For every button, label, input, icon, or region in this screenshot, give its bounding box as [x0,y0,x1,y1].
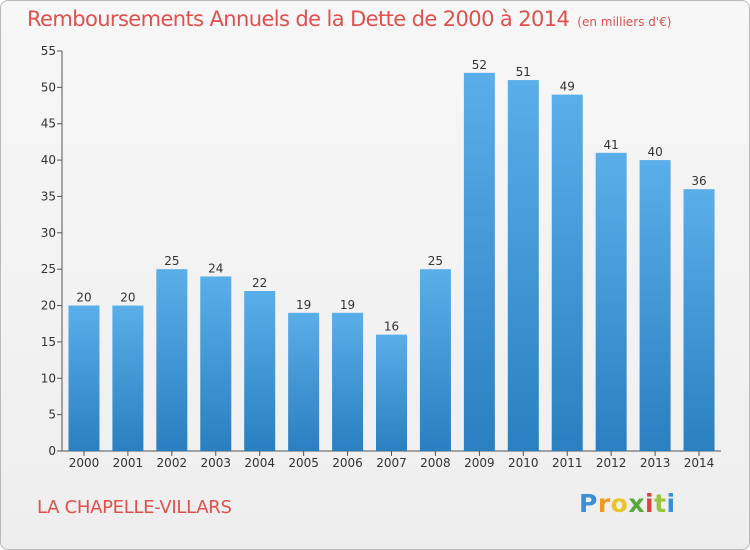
x-tick-label: 2007 [376,456,407,470]
bar [639,160,671,451]
x-tick-label: 2005 [288,456,319,470]
x-tick-label: 2004 [244,456,275,470]
location-name: LA CHAPELLE-VILLARS [37,497,232,518]
x-tick-label: 2008 [420,456,451,470]
x-tick-label: 2010 [508,456,539,470]
x-tick-label: 2014 [684,456,715,470]
y-tick-label: 20 [41,299,56,313]
value-label: 40 [647,145,662,159]
bar [419,269,451,451]
y-tick-label: 15 [41,335,56,349]
y-tick-label: 5 [48,408,56,422]
value-label: 25 [428,254,443,268]
chart-labels: 0 5 10 15 20 25 30 35 40 45 50 55 2000 20 2001 20 2002 25… [41,44,715,470]
logo-letter: i [645,489,655,518]
proxiti-logo: Proxiti [579,489,676,518]
bar [68,305,100,451]
value-label: 22 [252,276,267,290]
bar [463,72,495,452]
x-tick-label: 2012 [596,456,627,470]
bar [376,334,407,451]
y-tick-label: 10 [41,371,56,385]
x-tick-label: 2006 [332,456,363,470]
bar [288,312,320,451]
logo-letter: t [654,489,667,518]
value-label: 20 [120,291,135,305]
logo-letter: i [666,489,676,518]
bar [683,189,715,451]
x-tick-label: 2001 [113,456,144,470]
y-tick-label: 0 [48,444,56,458]
value-label: 41 [604,138,619,152]
chart-title-text: Remboursements Annuels de la Dette de 20… [27,7,570,31]
x-tick-label: 2011 [552,456,583,470]
value-label: 52 [472,58,487,72]
bar [595,152,627,451]
logo-letter: P [579,489,598,518]
logo-letter: x [628,489,645,518]
value-label: 49 [560,80,575,94]
y-tick-label: 45 [41,117,56,131]
y-tick-label: 35 [41,189,56,203]
y-tick-label: 50 [41,80,56,94]
bar [507,80,539,451]
value-label: 51 [516,65,531,79]
x-tick-label: 2000 [69,456,100,470]
logo-letter: r [597,489,611,518]
value-label: 20 [76,291,91,305]
x-tick-label: 2013 [640,456,671,470]
value-label: 24 [208,261,223,275]
bar [551,94,583,452]
bar [112,305,144,451]
bar [332,312,364,451]
bar [156,269,188,451]
value-label: 19 [296,298,311,312]
y-tick-label: 40 [41,153,56,167]
x-tick-label: 2002 [157,456,188,470]
y-tick-label: 30 [41,226,56,240]
x-tick-label: 2003 [200,456,231,470]
value-label: 36 [691,174,706,188]
x-tick-label: 2009 [464,456,495,470]
chart-bars [68,72,715,452]
logo-letter: o [610,489,629,518]
value-label: 25 [164,254,179,268]
bar [244,291,276,451]
y-tick-label: 55 [41,44,56,58]
y-tick-label: 25 [41,262,56,276]
chart-unit-note: (en milliers d'€) [577,15,672,29]
bar [200,276,232,451]
chart-title: Remboursements Annuels de la Dette de 20… [27,7,671,31]
value-label: 16 [384,320,399,334]
value-label: 19 [340,298,355,312]
